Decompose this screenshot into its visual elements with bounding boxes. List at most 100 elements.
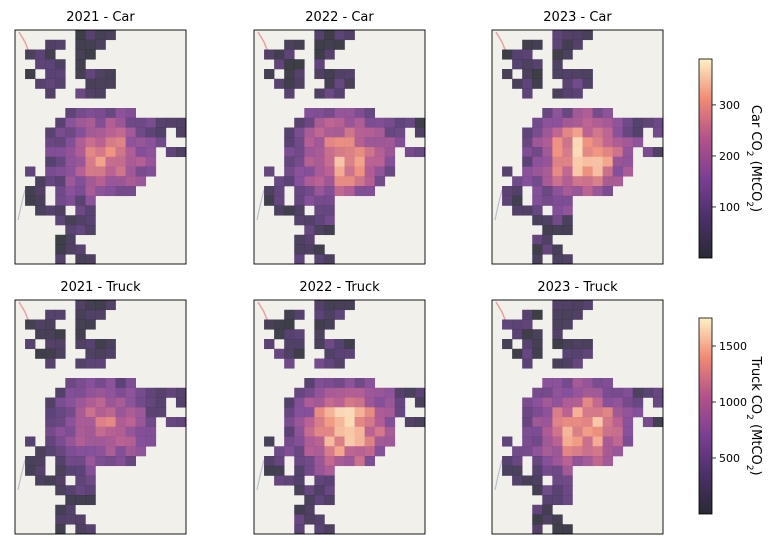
heat-cell (55, 436, 66, 447)
heat-cell (75, 254, 86, 265)
heat-cell (294, 244, 305, 255)
heat-cell (55, 166, 66, 177)
heat-cell (294, 397, 305, 408)
heat-cell (284, 417, 295, 428)
heat-cell (364, 378, 376, 389)
heat-cell (314, 456, 325, 467)
heat-cell (35, 186, 46, 197)
heat-cell (572, 186, 583, 197)
heat-cell (314, 127, 325, 138)
heat-cell (115, 426, 126, 437)
heat-cell (364, 127, 376, 138)
heat-cell (334, 397, 345, 408)
heat-cell (532, 205, 543, 216)
heat-cell (324, 205, 335, 216)
heat-cell (65, 456, 76, 467)
heat-cell (274, 456, 285, 467)
heat-cell (572, 30, 583, 41)
heat-cell (95, 117, 106, 128)
heat-cell (105, 446, 116, 457)
heat-cell (562, 117, 573, 128)
heat-cell (622, 156, 634, 167)
heat-cell (632, 137, 644, 148)
heat-cell (512, 59, 523, 70)
heat-cell (652, 397, 664, 408)
heat-cell (394, 127, 406, 138)
heat-cell (85, 495, 96, 506)
heat-cell (274, 348, 285, 359)
heat-cell (95, 108, 106, 119)
heat-cell (562, 387, 573, 398)
heat-cell (284, 59, 295, 70)
river-line (494, 189, 503, 221)
heat-cell (145, 147, 157, 158)
heat-cell (314, 30, 325, 41)
heat-cell (522, 156, 533, 167)
heat-cell (65, 166, 76, 177)
heat-cell (532, 504, 543, 515)
heat-cell (522, 417, 533, 428)
colorbar-tick-label: 1000 (719, 396, 747, 409)
heat-cell (512, 319, 523, 330)
heat-cell (532, 407, 543, 418)
heat-cell (175, 127, 187, 138)
heat-cell (522, 407, 533, 418)
heat-cell (264, 465, 275, 476)
heat-cell (75, 387, 86, 398)
heat-cell (592, 186, 603, 197)
heat-cell (75, 329, 86, 340)
heat-cell (75, 117, 86, 128)
heat-cell (324, 378, 335, 389)
heat-cell (75, 137, 86, 148)
heat-cell (314, 254, 325, 265)
heat-cell (274, 446, 285, 457)
heat-cell (65, 176, 76, 187)
panel-6: 2023 - Truck (491, 280, 664, 535)
heat-cell (364, 186, 376, 197)
heat-cell (384, 387, 396, 398)
heat-cell (115, 117, 126, 128)
heat-cell (25, 166, 36, 177)
heat-cell (55, 446, 66, 457)
heat-cell (632, 387, 644, 398)
panel-4: 2021 - Truck (14, 280, 187, 535)
heat-cell (284, 319, 295, 330)
heat-cell (364, 108, 376, 119)
heat-cell (95, 156, 106, 167)
heat-cell (95, 300, 106, 311)
heat-cell (374, 137, 386, 148)
heat-cell (374, 397, 386, 408)
heat-cell (542, 426, 553, 437)
heat-cell (354, 426, 365, 437)
panel-title: 2023 - Car (543, 10, 612, 25)
heat-cell (45, 309, 56, 320)
heat-cell (274, 186, 285, 197)
heat-cell (55, 69, 66, 80)
heat-cell (55, 156, 66, 167)
heat-cell (85, 358, 96, 369)
heat-cell (55, 137, 66, 148)
heat-cell (374, 417, 386, 428)
heat-cell (572, 166, 583, 177)
heat-cell (125, 407, 137, 418)
heat-cell (294, 329, 305, 340)
heat-cell (552, 244, 563, 255)
heat-cell (314, 225, 325, 236)
heat-cell (135, 436, 147, 447)
heat-cell (145, 156, 157, 167)
heat-cell (602, 446, 614, 457)
heat-cell (334, 166, 345, 177)
heat-cell (612, 426, 624, 437)
heat-cell (384, 117, 396, 128)
heat-cell (85, 485, 96, 496)
heat-cell (284, 348, 295, 359)
heat-cell (75, 215, 86, 226)
heat-cell (304, 378, 315, 389)
heat-cell (155, 117, 167, 128)
heat-cell (562, 358, 573, 369)
heat-cell (532, 475, 543, 486)
colorbar-tick-label: 100 (719, 201, 740, 214)
heat-cell (75, 166, 86, 177)
heat-cell (502, 465, 513, 476)
